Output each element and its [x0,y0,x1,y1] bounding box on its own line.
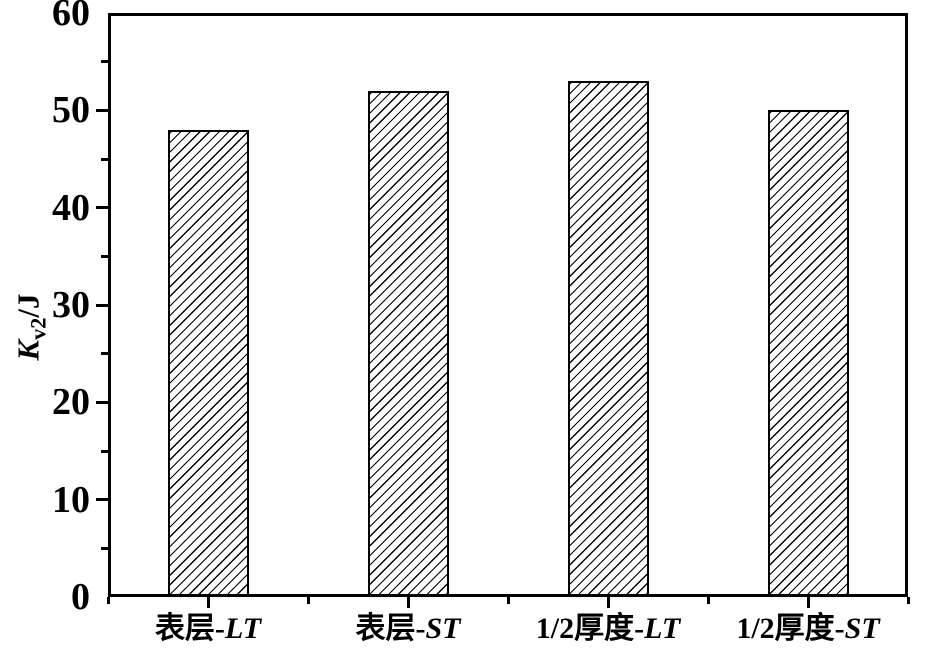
y-axis-major-tick [96,303,108,307]
x-tick-label-text: 1/2厚度- [535,612,645,645]
y-tick-label: 50 [52,89,90,132]
bar-2 [367,90,449,594]
x-tick-label-italic: ST [844,612,880,645]
y-tick-label: 10 [52,478,90,521]
y-tick-label: 0 [71,576,90,618]
y-axis-label-symbol: K [10,339,46,361]
y-tick-label: 20 [52,381,90,424]
bar-3 [567,81,649,594]
x-tick-label-italic: ST [425,612,461,645]
y-axis-minor-tick [101,352,108,356]
x-axis-major-tick [606,597,610,608]
x-axis-minor-tick [706,597,710,604]
y-axis-major-tick [96,400,108,404]
x-tick-label-text: 1/2厚度- [736,612,845,645]
y-axis-minor-tick [101,254,108,258]
x-tick-label-italic: LT [224,612,262,645]
y-tick-label: 60 [52,0,90,34]
x-tick-label-text: 表层- [154,612,225,645]
y-tick-label: 30 [52,284,90,326]
y-axis-minor-tick [101,157,108,161]
x-axis-minor-tick [906,597,910,604]
x-tick-label: 表层-LT [58,606,358,652]
x-axis-minor-tick [506,597,510,604]
x-axis-major-tick [406,597,410,608]
bar-4 [767,110,849,594]
y-axis-minor-tick [101,546,108,550]
y-axis-minor-tick [101,449,108,453]
bar-1 [167,129,249,594]
y-axis-major-tick [96,498,108,502]
x-tick-label-italic: LT [644,612,681,645]
y-axis-major-tick [96,108,108,112]
y-axis-major-tick [96,206,108,210]
x-tick-label: 表层-ST [258,606,558,652]
x-axis-major-tick [206,597,210,608]
x-axis-minor-tick [106,597,110,604]
x-tick-label: 1/2厚度-ST [658,606,945,652]
x-tick-label: 1/2厚度-LT [458,606,758,652]
x-axis-major-tick [806,597,810,608]
y-tick-label: 40 [52,186,90,229]
y-axis-minor-tick [101,60,108,64]
x-axis-minor-tick [306,597,310,604]
x-tick-label-text: 表层- [355,612,426,645]
